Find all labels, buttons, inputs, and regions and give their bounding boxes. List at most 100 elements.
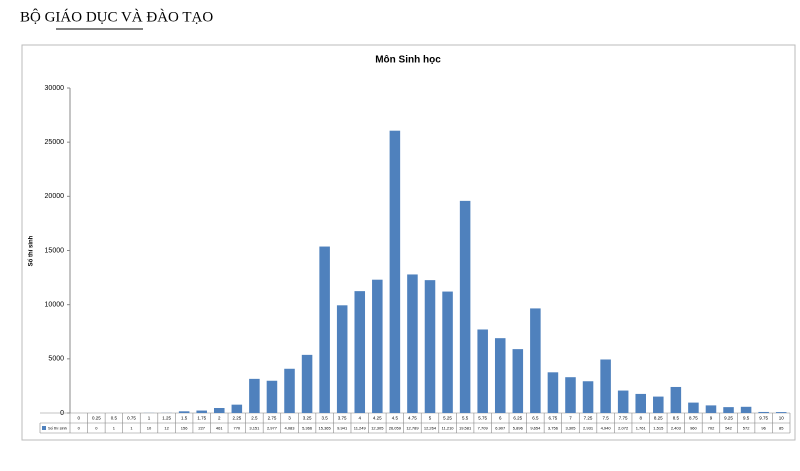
x-tick-label: 7.75: [619, 416, 628, 421]
bar: [390, 131, 401, 413]
table-value: 3,305: [565, 426, 576, 431]
table-value: 2,072: [618, 426, 629, 431]
bar: [688, 403, 699, 413]
table-value: 542: [725, 426, 732, 431]
x-tick-label: 8.75: [689, 416, 698, 421]
bar: [407, 274, 418, 413]
x-tick-label: 1.75: [197, 416, 206, 421]
x-tick-label: 2.25: [232, 416, 241, 421]
y-tick-label: 20000: [45, 193, 65, 200]
table-value: 85: [779, 426, 784, 431]
bar: [741, 407, 752, 413]
table-value: 11,249: [354, 426, 367, 431]
x-tick-label: 9.5: [743, 416, 750, 421]
bar: [618, 391, 629, 413]
x-tick-label: 1.25: [162, 416, 171, 421]
legend-label: Số thí sinh: [48, 426, 67, 431]
bar: [354, 291, 365, 413]
bar: [635, 394, 646, 413]
y-tick-label: 0: [60, 410, 64, 417]
bar: [267, 381, 278, 413]
table-value: 6,907: [495, 426, 506, 431]
x-tick-label: 8.25: [654, 416, 663, 421]
chart-title: Môn Sinh học: [375, 55, 441, 66]
x-tick-label: 3.75: [338, 416, 347, 421]
x-tick-label: 0.5: [111, 416, 118, 421]
bar: [513, 349, 524, 413]
x-tick-label: 0.25: [92, 416, 101, 421]
table-value: 770: [233, 426, 240, 431]
x-tick-label: 5.25: [443, 416, 452, 421]
bar: [671, 387, 682, 413]
bar: [337, 305, 348, 413]
y-tick-label: 25000: [45, 139, 65, 146]
y-axis-label: Số thí sinh: [28, 235, 35, 266]
table-value: 3,756: [548, 426, 559, 431]
table-value: 26,059: [389, 426, 402, 431]
x-tick-label: 10: [779, 416, 785, 421]
bar: [706, 405, 717, 413]
table-value: 5,366: [302, 426, 313, 431]
table-value: 12: [164, 426, 169, 431]
bar: [319, 247, 330, 413]
table-value: 11,210: [442, 426, 455, 431]
table-value: 1,515: [653, 426, 664, 431]
bar: [302, 355, 313, 413]
table-value: 9,941: [337, 426, 348, 431]
table-value: 156: [181, 426, 188, 431]
table-value: 960: [690, 426, 697, 431]
x-tick-label: 3.25: [303, 416, 312, 421]
x-tick-label: 5.5: [462, 416, 469, 421]
bar: [758, 412, 769, 413]
x-tick-label: 4.75: [408, 416, 417, 421]
table-value: 2,931: [583, 426, 594, 431]
bar: [495, 338, 506, 413]
bar: [249, 379, 260, 413]
table-value: 572: [743, 426, 750, 431]
table-value: 5,896: [513, 426, 524, 431]
bar: [232, 405, 243, 413]
bar: [196, 411, 207, 413]
x-tick-label: 9.75: [759, 416, 768, 421]
bar: [565, 377, 576, 413]
bar: [460, 201, 471, 413]
table-value: 2,977: [267, 426, 278, 431]
bar: [214, 408, 225, 413]
table-value: 10: [147, 426, 152, 431]
x-tick-label: 7.5: [602, 416, 609, 421]
x-tick-label: 4.5: [392, 416, 399, 421]
y-tick-label: 10000: [45, 302, 65, 309]
table-value: 461: [216, 426, 223, 431]
table-value: 12,789: [406, 426, 419, 431]
x-tick-label: 3.5: [322, 416, 329, 421]
table-value: 96: [761, 426, 766, 431]
bar: [284, 369, 295, 413]
x-tick-label: 2.75: [268, 416, 277, 421]
bar: [548, 372, 559, 413]
x-tick-label: 4.25: [373, 416, 382, 421]
table-value: 15,365: [319, 426, 332, 431]
table-value: 227: [198, 426, 205, 431]
bar: [530, 308, 541, 413]
x-tick-label: 1.5: [181, 416, 188, 421]
bar: [372, 280, 383, 413]
table-value: 9,654: [530, 426, 541, 431]
bar: [425, 280, 436, 413]
x-tick-label: 9.25: [724, 416, 733, 421]
bar: [723, 407, 734, 413]
x-tick-label: 7.25: [584, 416, 593, 421]
bar: [653, 397, 664, 413]
x-tick-label: 0.75: [127, 416, 136, 421]
table-value: 2,403: [671, 426, 682, 431]
x-tick-label: 6.75: [549, 416, 558, 421]
y-tick-label: 15000: [45, 247, 65, 254]
x-tick-label: 6.5: [532, 416, 539, 421]
bar: [776, 412, 787, 413]
bar: [477, 329, 488, 413]
bar: [179, 411, 190, 413]
y-tick-label: 30000: [45, 85, 65, 92]
x-tick-label: 8.5: [673, 416, 680, 421]
x-tick-label: 2.5: [251, 416, 258, 421]
legend-key: [42, 426, 46, 430]
